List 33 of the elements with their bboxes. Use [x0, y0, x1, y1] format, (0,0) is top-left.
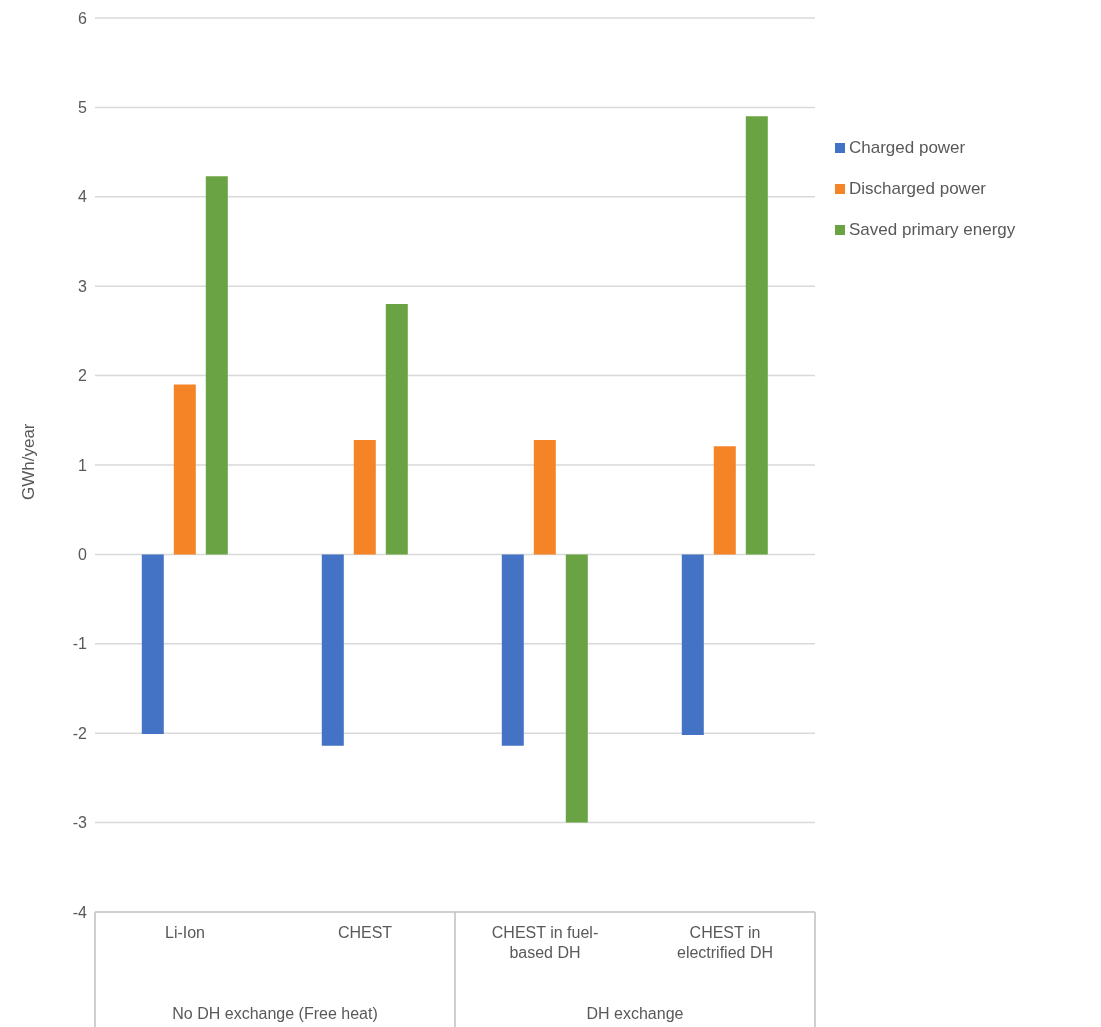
- y-tick-label: 1: [78, 456, 88, 474]
- text: No DH exchange (Free heat): [172, 1005, 378, 1022]
- y-tick-label: 0: [78, 546, 88, 564]
- bar: [681, 554, 704, 735]
- y-tick-label: 3: [78, 277, 88, 295]
- bar: [501, 554, 524, 746]
- bar: [745, 116, 768, 555]
- bar: [141, 554, 164, 735]
- bar: [321, 554, 344, 746]
- bar: [533, 439, 556, 555]
- y-tick-label: 6: [78, 9, 88, 27]
- x-tick-label: CHEST: [337, 924, 393, 941]
- bar: [713, 446, 736, 555]
- legend-label: Discharged power: [849, 179, 987, 199]
- y-tick-label: 2: [78, 367, 88, 385]
- x-tick-label: Li-Ion: [164, 924, 206, 941]
- legend-label: Charged power: [849, 138, 966, 158]
- bar: [385, 304, 408, 555]
- y-tick-label: -4: [72, 903, 88, 921]
- x-tick-label: CHEST in fuel-based DH: [491, 924, 599, 961]
- y-tick-label: 5: [78, 99, 88, 117]
- legend-label: Saved primary energy: [849, 220, 1016, 240]
- y-tick-label: -2: [72, 724, 88, 742]
- bar: [205, 176, 228, 555]
- y-tick-label: 4: [78, 188, 88, 206]
- y-axis-title: GWh/year: [19, 423, 39, 500]
- bar: [565, 554, 588, 823]
- bar: [353, 439, 376, 555]
- bar: [173, 384, 196, 555]
- x-tick-label: CHEST in electrified DH: [676, 924, 774, 961]
- text: DH exchange: [586, 1005, 684, 1022]
- y-tick-label: -1: [72, 635, 88, 653]
- y-tick-label: -3: [72, 814, 88, 832]
